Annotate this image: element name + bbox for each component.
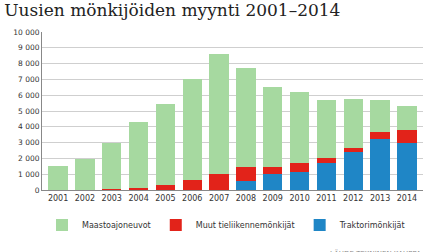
svg-text:2010: 2010 [289,194,309,203]
svg-text:1 000: 1 000 [18,170,40,179]
svg-text:0: 0 [35,186,40,195]
svg-text:2007: 2007 [209,194,229,203]
svg-text:6 000: 6 000 [18,91,40,100]
svg-text:9 000: 9 000 [18,43,40,52]
svg-text:Muut tieliikennemönkijät: Muut tieliikennemönkijät [196,221,295,230]
svg-text:Maastoajoneuvot: Maastoajoneuvot [82,221,151,230]
svg-text:2008: 2008 [236,194,256,203]
svg-text:10 000: 10 000 [13,28,39,37]
svg-text:2009: 2009 [263,194,283,203]
svg-text:2006: 2006 [182,194,202,203]
svg-text:2005: 2005 [155,194,175,203]
svg-text:3 000: 3 000 [18,138,40,147]
svg-text:2 000: 2 000 [18,154,40,163]
svg-text:Traktorimönkijät: Traktorimönkijät [339,221,405,230]
svg-text:2003: 2003 [102,194,122,203]
svg-text:7 000: 7 000 [18,75,40,84]
svg-text:2004: 2004 [128,194,148,203]
svg-text:LÄHDE TEKNINEN KAUPPA: LÄHDE TEKNINEN KAUPPA [330,249,421,252]
svg-text:4 000: 4 000 [18,122,40,131]
svg-text:2002: 2002 [75,194,95,203]
svg-text:2012: 2012 [343,194,363,203]
svg-text:8 000: 8 000 [18,59,40,68]
svg-text:2013: 2013 [370,194,390,203]
svg-text:2011: 2011 [316,194,336,203]
svg-text:2014: 2014 [397,194,417,203]
svg-text:5 000: 5 000 [18,107,40,116]
svg-text:Uusien mönkijöiden myynti 2001: Uusien mönkijöiden myynti 2001–2014 [4,0,340,20]
svg-text:2001: 2001 [48,194,68,203]
